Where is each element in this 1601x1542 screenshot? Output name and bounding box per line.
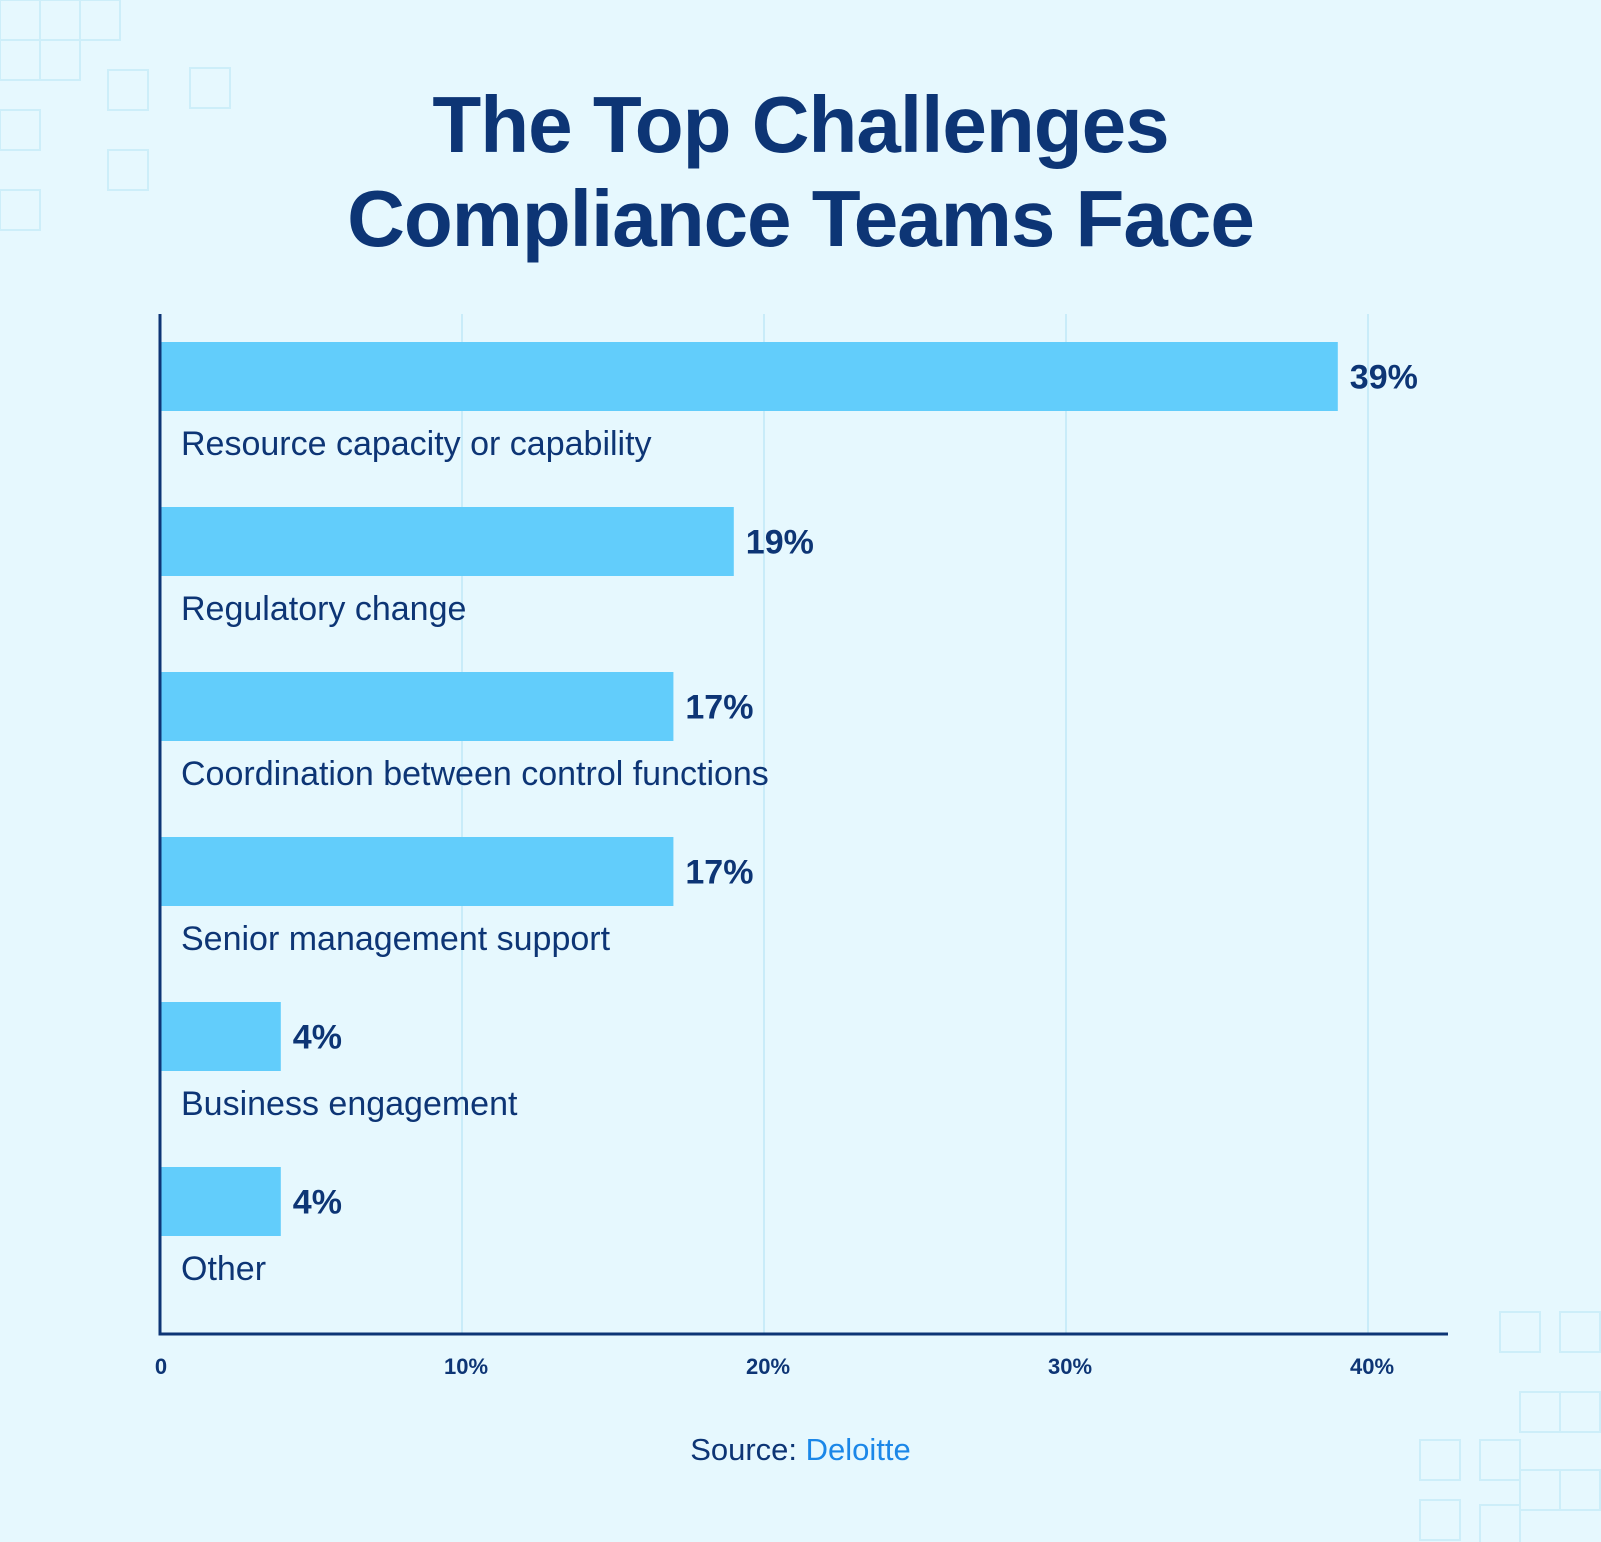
category-label-4: Senior management support — [181, 920, 611, 958]
bar-3 — [160, 672, 674, 741]
category-label-6: Other — [181, 1250, 266, 1288]
bar-2 — [160, 507, 734, 576]
bar-4 — [160, 837, 674, 906]
x-tick-label-10: 10% — [444, 1354, 488, 1379]
x-tick-label-20: 20% — [746, 1354, 790, 1379]
category-label-5: Business engagement — [181, 1085, 518, 1123]
bar-5 — [160, 1002, 281, 1071]
category-label-1: Resource capacity or capability — [181, 425, 652, 463]
title-line-1: The Top Challenges — [432, 80, 1169, 169]
source-link[interactable]: Deloitte — [805, 1432, 911, 1467]
category-label-3: Coordination between control functions — [181, 755, 769, 793]
source-label: Source: — [690, 1432, 798, 1467]
bar-6 — [160, 1167, 281, 1236]
bar-1 — [160, 342, 1338, 411]
bar-value-label-5: 4% — [293, 1019, 342, 1057]
bar-value-label-6: 4% — [293, 1184, 342, 1222]
chart-title: The Top Challenges Compliance Teams Face — [0, 78, 1601, 266]
bar-value-label-4: 17% — [685, 854, 753, 892]
bar-value-label-1: 39% — [1350, 359, 1418, 397]
title-line-2: Compliance Teams Face — [347, 174, 1255, 263]
x-tick-label-0: 0 — [155, 1354, 167, 1379]
category-label-2: Regulatory change — [181, 590, 466, 628]
x-tick-label-30: 30% — [1048, 1354, 1092, 1379]
bar-value-label-2: 19% — [746, 524, 814, 562]
source-note: Source: Deloitte — [0, 1432, 1601, 1468]
bar-value-label-3: 17% — [685, 689, 753, 727]
x-tick-label-40: 40% — [1350, 1354, 1394, 1379]
